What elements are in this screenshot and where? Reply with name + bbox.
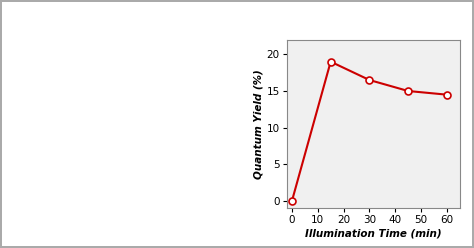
Y-axis label: Quantum Yield (%): Quantum Yield (%)	[254, 69, 264, 179]
X-axis label: Illumination Time (min): Illumination Time (min)	[305, 228, 442, 238]
